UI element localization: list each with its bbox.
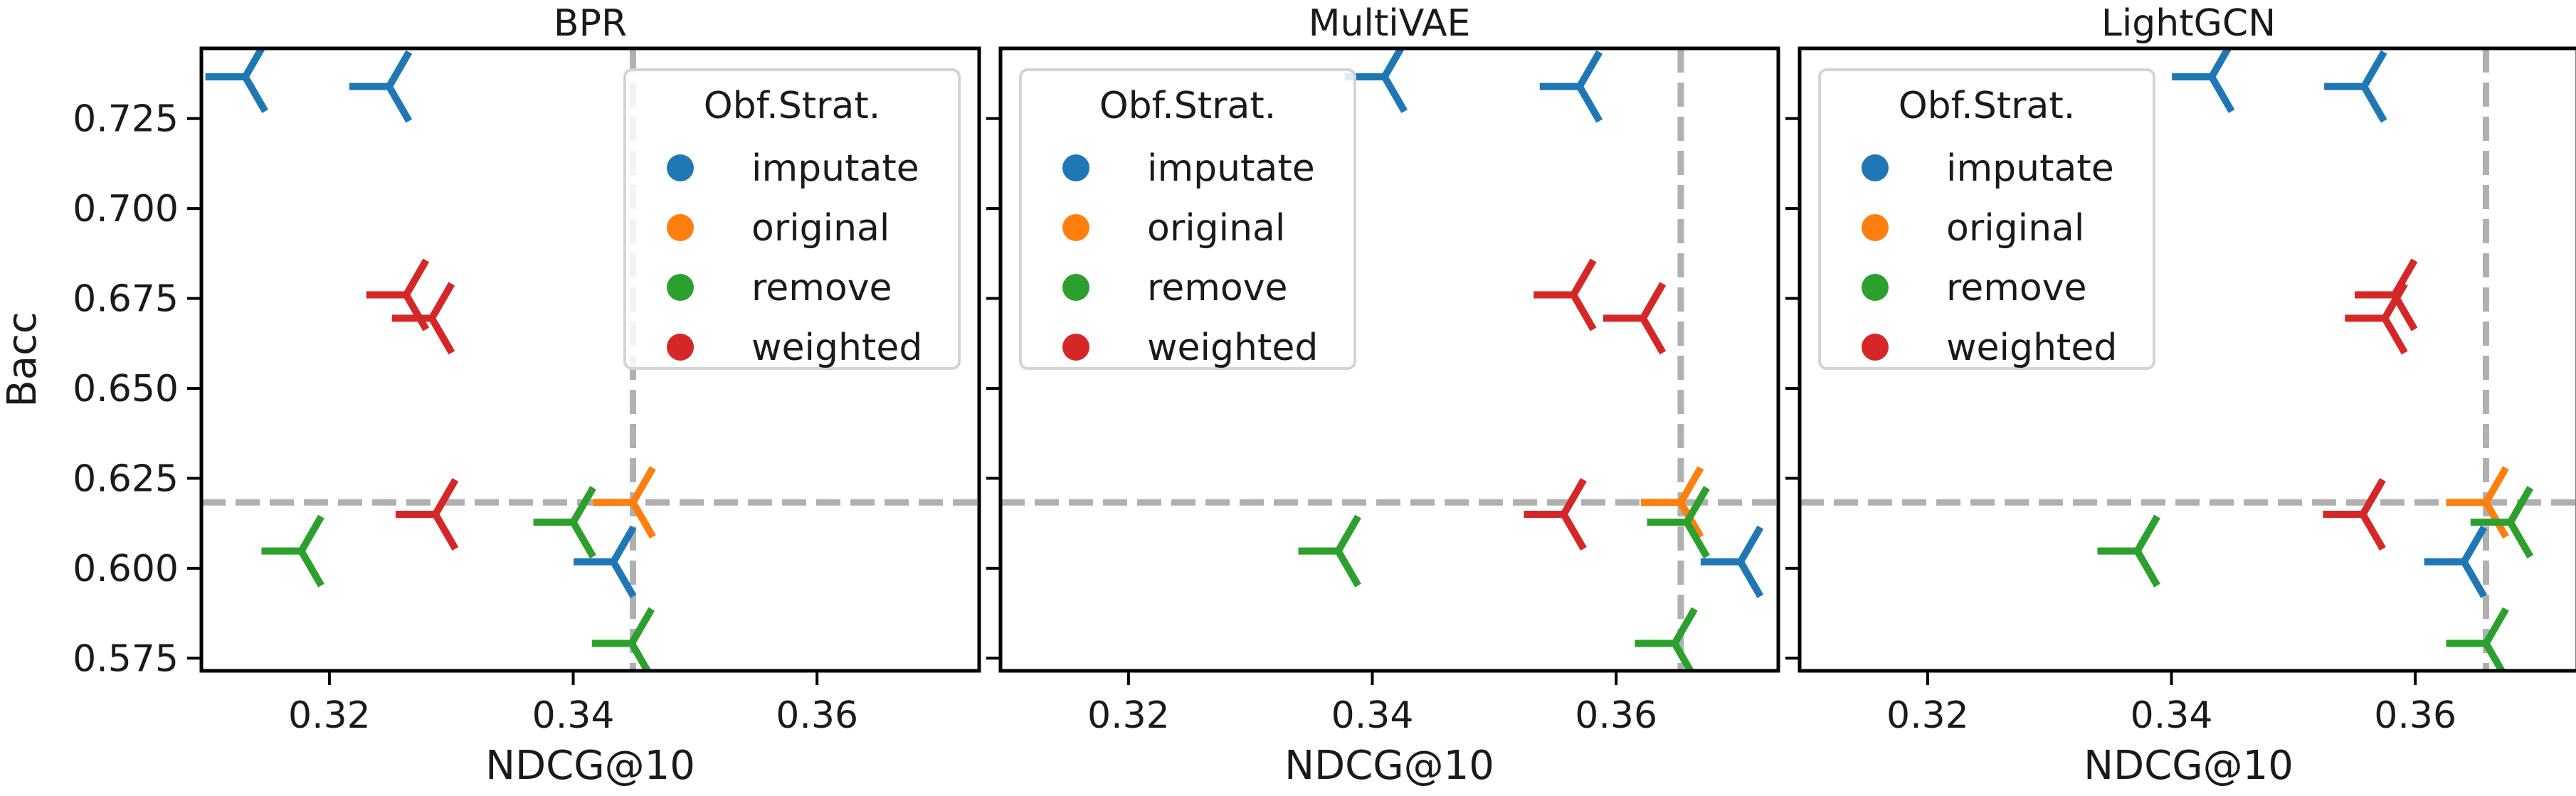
legend-label-weighted: weighted — [751, 327, 922, 369]
point-remove — [2097, 514, 2160, 588]
x-axis-label: NDCG@10 — [1284, 743, 1494, 789]
point-remove — [1635, 607, 1698, 671]
legend-label-original: original — [751, 207, 890, 250]
x-tick-label: 0.34 — [532, 694, 615, 737]
legend-marker-weighted — [1862, 334, 1889, 361]
legend-marker-weighted — [667, 334, 694, 361]
legend-marker-imputate — [1862, 154, 1889, 181]
y-tick-label: 0.575 — [73, 637, 179, 680]
legend-title: Obf.Strat. — [704, 85, 881, 127]
y-tick-label: 0.650 — [73, 368, 179, 410]
legend-label-weighted: weighted — [1946, 327, 2117, 369]
legend-label-remove: remove — [751, 267, 892, 309]
legend-box — [623, 68, 961, 370]
x-tick-label: 0.34 — [1331, 694, 1414, 737]
point-remove — [591, 607, 655, 671]
legend: Obf.Strat. imputate original remove weighted — [1818, 68, 2155, 370]
x-tick-label: 0.36 — [776, 694, 858, 737]
point-original — [593, 466, 656, 539]
point-weighted — [395, 477, 459, 551]
point-remove — [2446, 607, 2509, 671]
point-imputate — [1700, 525, 1764, 598]
panel-1: 0.32 0.34 0.36 0.575 0.600 0.625 0.650 0.675 0.7… — [0, 2, 981, 789]
data-points — [2097, 48, 2534, 671]
x-tick-label: 0.36 — [1575, 694, 1657, 737]
y-tick-label: 0.600 — [73, 548, 179, 590]
point-weighted — [2345, 282, 2408, 355]
point-weighted — [1524, 477, 1587, 551]
x-tick-label: 0.32 — [288, 694, 371, 737]
legend-marker-original — [667, 214, 694, 241]
x-axis-label: NDCG@10 — [485, 743, 695, 789]
reference-lines — [1001, 48, 1778, 671]
panel-title: BPR — [554, 2, 627, 45]
x-tick-label: 0.36 — [2374, 694, 2456, 737]
data-points — [205, 48, 656, 671]
legend-marker-imputate — [1062, 154, 1089, 181]
legend-title: Obf.Strat. — [1899, 85, 2076, 127]
legend-title: Obf.Strat. — [1099, 85, 1277, 127]
x-axis-label: NDCG@10 — [2084, 743, 2293, 789]
legend-label-original: original — [1946, 207, 2084, 250]
y-tick-label: 0.675 — [73, 278, 179, 321]
x-tick-label: 0.32 — [1886, 694, 1969, 737]
y-axis-label: Bacc — [0, 312, 46, 407]
legend-box — [1818, 68, 2155, 370]
legend-label-remove: remove — [1946, 267, 2086, 309]
point-imputate — [2324, 50, 2387, 123]
legend-label-original: original — [1147, 207, 1285, 250]
y-tick-label: 0.625 — [73, 457, 179, 500]
point-imputate — [349, 50, 413, 123]
point-imputate — [205, 48, 269, 113]
panel-3: 0.32 0.34 0.36 LightGCN NDCG@10 Obf.Strat. imp… — [1785, 2, 2576, 789]
panel-title: LightGCN — [2101, 2, 2276, 45]
legend-label-imputate: imputate — [751, 147, 919, 190]
point-remove — [1647, 486, 1710, 559]
point-imputate — [2172, 48, 2235, 113]
data-points — [1298, 48, 1764, 671]
legend-label-weighted: weighted — [1147, 327, 1318, 369]
point-weighted — [1603, 282, 1667, 355]
legend-marker-remove — [1062, 274, 1089, 301]
x-tick-label: 0.32 — [1087, 694, 1170, 737]
legend-marker-remove — [1862, 274, 1889, 301]
panel-2: 0.32 0.34 0.36 MultiVAE NDCG@10 Obf.Strat. imp… — [986, 2, 1780, 789]
point-weighted — [2323, 477, 2386, 551]
axes-frame — [199, 46, 981, 673]
legend-label-imputate: imputate — [1946, 147, 2114, 190]
point-imputate — [574, 525, 637, 598]
legend-marker-weighted — [1062, 334, 1089, 361]
legend-marker-remove — [667, 274, 694, 301]
legend: Obf.Strat. imputate original remove weighted — [623, 68, 961, 370]
legend-label-remove: remove — [1147, 267, 1287, 309]
axes-frame — [998, 46, 1780, 673]
point-remove — [533, 486, 596, 559]
axes-frame — [1798, 46, 2576, 673]
reference-lines — [1800, 48, 2576, 671]
point-weighted — [366, 258, 430, 331]
point-weighted — [391, 282, 455, 355]
legend-label-imputate: imputate — [1147, 147, 1315, 190]
point-imputate — [2424, 525, 2488, 598]
x-tick-label: 0.34 — [2131, 694, 2213, 737]
legend-marker-original — [1862, 214, 1889, 241]
panel-title: MultiVAE — [1309, 2, 1471, 45]
legend-marker-original — [1062, 214, 1089, 241]
point-imputate — [1539, 50, 1603, 123]
legend-box — [1019, 68, 1356, 370]
point-remove — [261, 514, 324, 588]
point-weighted — [1534, 258, 1597, 331]
point-remove — [2470, 486, 2534, 559]
y-tick-label: 0.700 — [73, 188, 179, 230]
point-remove — [1298, 514, 1361, 588]
legend: Obf.Strat. imputate original remove weighted — [1019, 68, 1356, 370]
legend-marker-imputate — [667, 154, 694, 181]
y-tick-label: 0.725 — [73, 98, 179, 141]
